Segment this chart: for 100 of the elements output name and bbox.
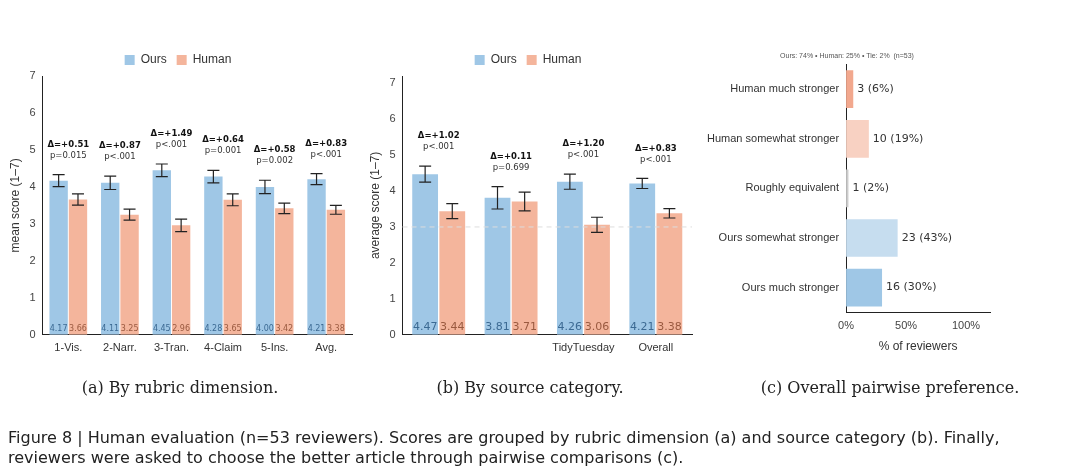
y-tick-label: Ours much stronger [741,280,840,293]
data-label: 3.38 [326,323,345,333]
y-tick-label: Human somewhat stronger [707,131,840,144]
data-label: 3 (6%) [857,82,894,96]
y-tick-label: 3 [389,220,396,232]
annotation: Δ=+0.11 p=0.699 [490,150,533,172]
data-label: 4.21 [307,323,326,333]
bar [68,199,88,335]
bar [629,183,656,335]
x-tick-label: Avg. [315,341,338,354]
y-tick-label: 0 [29,327,36,340]
text: (c) Overall pairwise preference. [759,378,1021,397]
text: (b) By source category. [435,378,625,397]
x-tick-label: Overall [638,341,674,354]
legend-label: Human [192,52,232,67]
y-tick-label: 3 [29,216,36,229]
y-tick-label: 5 [389,148,396,161]
bar [152,170,171,335]
y-tick-label: 2 [389,255,396,268]
y-tick-label: Ours somewhat stronger [718,231,840,244]
y-tick-label: 1 [29,290,36,303]
annotation: Δ=+0.87 p<.001 [98,140,141,162]
x-tick-label: 4-Claim [204,341,242,354]
y-tick-label: Roughly equivalent [745,181,840,194]
data-label: 4.26 [557,320,583,334]
data-label: 23 (43%) [901,230,953,244]
x-tick-label: 5-Ins. [260,341,289,354]
data-label: 3.81 [485,320,510,334]
data-label: 3.66 [69,323,87,333]
bar [275,208,294,335]
data-label: 4.47 [412,320,438,334]
data-label: 10 (19%) [872,131,924,145]
data-label: 3.06 [584,320,610,334]
y-tick-label: 7 [389,76,396,89]
data-label: 4.11 [101,323,120,333]
annotation: Δ=+0.58 p=0.002 [253,144,296,166]
bar [171,225,191,335]
y-tick-label: 4 [389,184,396,197]
y-tick-label: 0 [389,327,396,340]
bar [556,181,583,335]
bar [656,213,683,335]
x-tick-label: TidyTuesday [552,341,616,354]
y-axis-title: average score (1–7) [367,151,382,260]
bar [412,174,439,335]
legend-label: Ours [490,52,517,67]
data-label: 4.00 [256,323,274,333]
caption: Figure 8 | Human evaluation (n=53 reviewers). Scores are grouped by rubric dimension (a) and source category (b). Finally, reviewers were asked to choose the better article through pairwise comparisons (c). [8,428,1001,468]
bar [49,180,68,335]
annotation: Δ=+0.51 p=0.015 [47,138,90,160]
data-label: 4.21 [630,320,655,334]
annotation: Δ=+0.83 p<.001 [634,142,677,164]
data-label: 3.65 [223,323,242,333]
x-tick-label: 50% [895,319,918,332]
annotation: Δ=+0.83 p<.001 [305,137,348,159]
x-tick-label: 3-Tran. [153,341,189,354]
bar [846,268,883,307]
annotation: Δ=+1.49 p<.001 [150,128,193,150]
bar [584,224,610,335]
data-label: 3.42 [275,323,294,333]
bar [326,209,346,335]
y-tick-label: 6 [389,112,396,125]
legend-label: Human [542,52,582,67]
bar [223,199,242,335]
x-tick-label: 100% [951,319,981,332]
annotation: Δ=+1.20 p<.001 [562,138,605,160]
bar [204,176,223,335]
x-tick-label: 1-Vis. [54,341,83,354]
y-tick-label: 6 [29,106,36,118]
x-axis-title: % of reviewers [878,339,958,354]
data-label: 3.44 [440,320,465,334]
bar [511,201,538,335]
bar [846,219,898,257]
bar [307,179,326,335]
annotation: Δ=+0.64 p=0.001 [202,134,245,156]
bar [439,211,466,335]
data-label: 2.96 [172,323,191,333]
y-tick-label: Human much stronger [730,82,840,95]
data-label: 4.28 [204,323,223,333]
data-label: 16 (30%) [886,280,937,294]
data-label: 4.17 [49,323,68,333]
bar [484,197,511,335]
data-label: 4.45 [152,323,171,333]
annotation: Δ=+1.02 p<.001 [417,130,460,152]
y-tick-label: 5 [29,142,36,155]
bar [101,182,120,335]
bar [846,119,869,158]
data-label: 3.71 [512,320,537,334]
data-label: 3.25 [120,323,139,333]
y-tick-label: 2 [29,253,36,266]
y-tick-label: 4 [29,179,36,192]
y-axis-title: mean score (1–7) [7,158,22,253]
bar [120,214,139,335]
data-label: 1 (2%) [852,181,889,195]
text: (a) By rubric dimension. [80,378,280,397]
y-tick-label: 7 [29,69,36,82]
x-tick-label: 0% [838,319,855,332]
bar [255,186,275,335]
data-label: 3.38 [657,320,682,334]
y-tick-label: 1 [389,291,396,304]
x-tick-label: 2-Narr. [103,341,137,354]
